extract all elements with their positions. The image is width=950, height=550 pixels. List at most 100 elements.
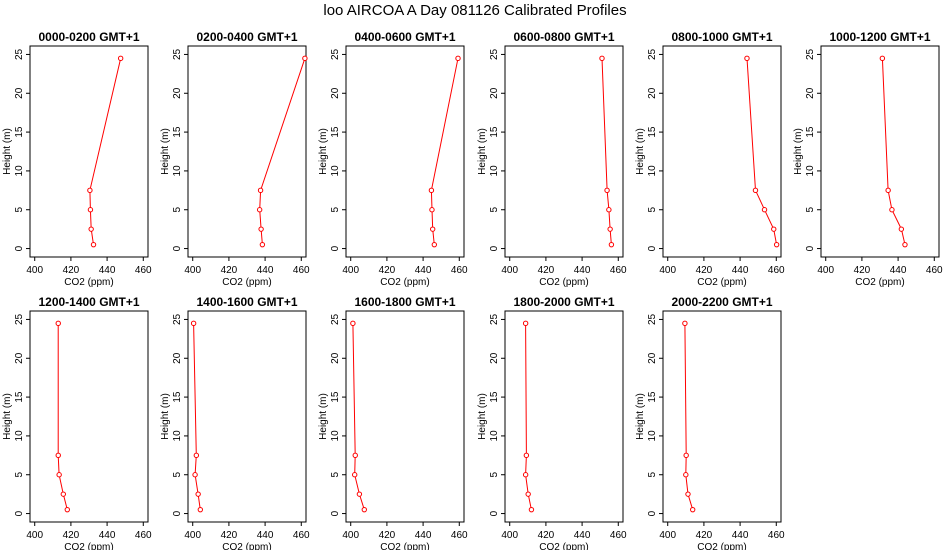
- data-point: [523, 452, 530, 459]
- y-tick-label: 0: [172, 245, 183, 251]
- data-point: [689, 506, 696, 513]
- profile-panel: 1400-1600 GMT+1 400 420 440 460 0 5 10 15 20 25 CO2…: [160, 295, 310, 550]
- panel-title: 0400-0600 GMT+1: [354, 30, 455, 44]
- x-tick-label: 440: [257, 265, 274, 276]
- y-tick-label: 25: [330, 48, 341, 60]
- panel-title: 0800-1000 GMT+1: [671, 30, 772, 44]
- y-axis-label: Height (m): [160, 128, 171, 175]
- x-tick-label: 400: [342, 530, 359, 541]
- data-point: [87, 187, 93, 194]
- y-tick-label: 5: [489, 472, 500, 478]
- x-tick-label: 440: [732, 265, 749, 276]
- profile-panel: 1000-1200 GMT+1 400 420 440 460 0 5 10 15 20 25 CO2…: [793, 30, 943, 288]
- data-point: [773, 241, 780, 248]
- x-tick-label: 460: [293, 530, 310, 541]
- y-tick-label: 15: [14, 126, 25, 138]
- x-tick-label: 460: [768, 265, 785, 276]
- x-tick-label: 400: [26, 530, 43, 541]
- data-point: [197, 506, 204, 513]
- data-point: [259, 241, 266, 248]
- y-tick-label: 10: [330, 430, 341, 442]
- data-point: [898, 226, 905, 232]
- y-tick-label: 25: [172, 48, 183, 60]
- panel-title: 0000-0200 GMT+1: [38, 30, 139, 44]
- y-tick-label: 20: [647, 352, 658, 364]
- y-axis-label: Height (m): [318, 128, 329, 175]
- y-tick-label: 0: [489, 245, 500, 251]
- y-tick-label: 15: [647, 126, 658, 138]
- y-axis-label: Height (m): [2, 128, 13, 175]
- panel-title: 1400-1600 GMT+1: [196, 295, 297, 309]
- profile-line: [89, 58, 122, 245]
- x-tick-label: 420: [221, 530, 238, 541]
- plot-frame: [820, 45, 940, 258]
- data-point: [258, 226, 264, 232]
- y-tick-label: 25: [330, 313, 341, 325]
- x-tick-label: 400: [817, 265, 834, 276]
- y-tick-label: 10: [805, 165, 816, 177]
- data-point: [356, 491, 363, 497]
- data-point: [606, 207, 612, 213]
- x-axis-label: CO2 (ppm): [380, 277, 429, 288]
- y-tick-label: 20: [330, 352, 341, 364]
- y-tick-label: 0: [330, 510, 341, 516]
- data-point: [528, 506, 535, 513]
- profile-panel: 0800-1000 GMT+1 400 420 440 460 0 5 10 15 20 25 CO2…: [635, 30, 785, 288]
- x-axis-label: CO2 (ppm): [855, 277, 904, 288]
- y-tick-label: 5: [647, 207, 658, 213]
- x-tick-label: 420: [379, 265, 396, 276]
- x-tick-label: 440: [732, 530, 749, 541]
- y-tick-label: 20: [172, 87, 183, 99]
- y-tick-label: 0: [330, 245, 341, 251]
- y-tick-label: 15: [805, 126, 816, 138]
- data-point: [431, 241, 438, 248]
- plot-frame: [504, 45, 624, 258]
- x-tick-label: 440: [415, 530, 432, 541]
- plot-frame: [504, 310, 624, 523]
- profile-panel: 0600-0800 GMT+1 400 420 440 460 0 5 10 15 20 25 CO2…: [477, 30, 627, 288]
- data-point: [455, 55, 461, 62]
- panel-title: 0600-0800 GMT+1: [513, 30, 614, 44]
- data-point: [64, 506, 70, 513]
- panel-title: 2000-2200 GMT+1: [671, 295, 772, 309]
- x-tick-label: 420: [854, 265, 871, 276]
- plot-frame: [187, 45, 307, 258]
- x-tick-label: 440: [99, 530, 116, 541]
- profile-line: [193, 323, 201, 510]
- x-tick-label: 400: [501, 530, 518, 541]
- profile-line: [684, 323, 694, 510]
- x-tick-label: 420: [221, 265, 238, 276]
- page-title: loo AIRCOA A Day 081126 Calibrated Profi…: [323, 2, 627, 19]
- plot-frame: [187, 310, 307, 523]
- x-tick-label: 460: [135, 530, 152, 541]
- y-tick-label: 25: [14, 48, 25, 60]
- y-tick-label: 15: [14, 391, 25, 403]
- x-tick-label: 400: [659, 265, 676, 276]
- data-point: [752, 187, 759, 194]
- data-point: [55, 452, 61, 459]
- y-tick-label: 10: [14, 165, 25, 177]
- y-tick-label: 10: [647, 165, 658, 177]
- x-axis-label: CO2 (ppm): [64, 542, 113, 550]
- panel-title: 0200-0400 GMT+1: [196, 30, 297, 44]
- x-tick-label: 460: [451, 265, 468, 276]
- data-point: [90, 241, 97, 248]
- profile-panel: 1600-1800 GMT+1 400 420 440 460 0 5 10 15 20 25 CO2…: [318, 295, 468, 550]
- y-tick-label: 10: [172, 165, 183, 177]
- data-point: [608, 241, 615, 248]
- x-tick-label: 400: [659, 530, 676, 541]
- y-tick-label: 5: [805, 207, 816, 213]
- y-tick-label: 20: [172, 352, 183, 364]
- panel-title: 1600-1800 GMT+1: [354, 295, 455, 309]
- data-point: [88, 226, 94, 232]
- y-tick-label: 20: [647, 87, 658, 99]
- data-point: [192, 472, 198, 478]
- data-point: [889, 207, 895, 213]
- data-point: [257, 187, 264, 194]
- profile-panel: 0000-0200 GMT+1 400 420 440 460 0 5 10 15 20 25 CO2…: [2, 30, 152, 288]
- data-point: [771, 226, 777, 232]
- data-point: [522, 472, 529, 478]
- y-tick-label: 20: [330, 87, 341, 99]
- data-point: [879, 55, 886, 62]
